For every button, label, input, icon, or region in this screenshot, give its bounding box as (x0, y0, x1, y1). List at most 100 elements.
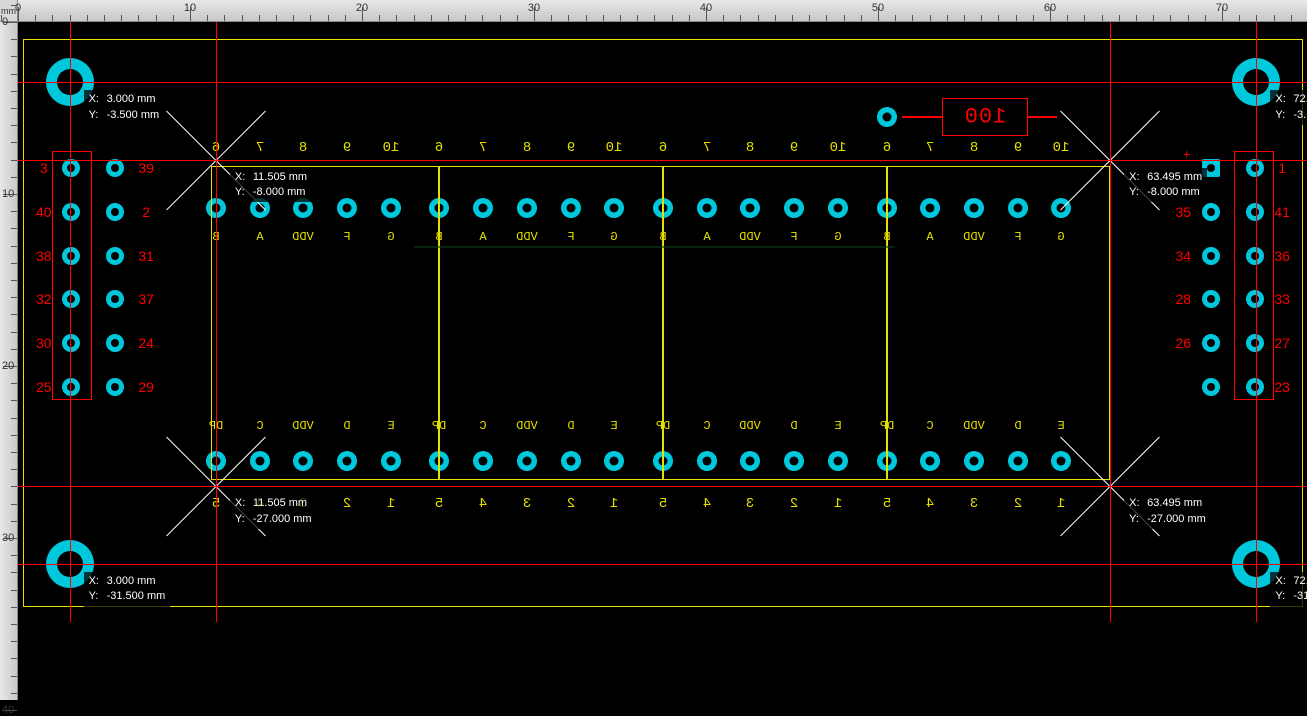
silk-label: 36 (1274, 248, 1290, 264)
silk-label: 40 (36, 204, 52, 220)
silk-outline (887, 166, 1111, 479)
silk-label: 31 (138, 248, 154, 264)
pad[interactable] (877, 107, 897, 127)
silk-label: 30 (36, 335, 52, 351)
silk-label: 3 (40, 160, 48, 176)
silk-outline (439, 166, 663, 479)
pad[interactable] (1202, 334, 1220, 352)
pad[interactable] (106, 290, 124, 308)
coord-readout: X:11.505 mmY:-8.000 mm (230, 168, 312, 203)
ruler-h-label: 70 (1216, 2, 1228, 14)
silk-label: 100 (963, 104, 1006, 129)
silk-label: 35 (1176, 204, 1192, 220)
ruler-h-label: 50 (872, 2, 884, 14)
ruler-v-label: 0 (2, 16, 8, 28)
silk-label: 2 (790, 496, 798, 512)
silk-label: 1 (834, 496, 842, 512)
silk-label: 2 (566, 496, 574, 512)
silk-label: 3 (523, 496, 531, 512)
silk-label: 24 (138, 335, 154, 351)
pad[interactable] (106, 247, 124, 265)
ruler-v-label: 40 (2, 704, 14, 716)
pad[interactable] (106, 378, 124, 396)
ruler-horizontal[interactable]: 0 10 20 30 40 50 60 70 (18, 0, 1307, 22)
pad[interactable] (1202, 290, 1220, 308)
silk-outline (52, 151, 92, 400)
silk-label: 9 (790, 140, 798, 156)
silk-label: 7 (479, 140, 487, 156)
silk-label: 10 (1053, 140, 1070, 156)
silk-label: 5 (435, 496, 443, 512)
coord-readout: X:63.495 mmY:-8.000 mm (1124, 168, 1207, 203)
silk-label: 10 (829, 140, 846, 156)
silk-label: 3 (970, 496, 978, 512)
silk-label: 1 (610, 496, 618, 512)
silk-label: 27 (1274, 335, 1290, 351)
silk-label: 9 (1014, 140, 1022, 156)
silk-label: 4 (703, 496, 711, 512)
silk-label: 7 (255, 140, 263, 156)
silk-outline (1234, 151, 1274, 400)
silk-label: 7 (703, 140, 711, 156)
ruler-v-label: 30 (2, 532, 14, 544)
ruler-vertical[interactable]: 010203040 (0, 22, 18, 700)
pad[interactable] (1202, 247, 1220, 265)
pad[interactable] (1202, 203, 1220, 221)
silk-label: 2 (343, 496, 351, 512)
silk-label: 4 (926, 496, 934, 512)
ruler-h-label: 10 (184, 2, 196, 14)
silk-label: 1 (1278, 160, 1286, 176)
silk-label: 6 (212, 140, 220, 156)
coord-readout: X:72.000 mmY:-31.500 mm (1270, 572, 1307, 607)
ruler-h-label: 60 (1044, 2, 1056, 14)
silk-label: 33 (1274, 291, 1290, 307)
silk-label: 1 (386, 496, 394, 512)
ruler-h-label: 20 (356, 2, 368, 14)
silk-label: 6 (659, 140, 667, 156)
silk-label: 37 (138, 291, 154, 307)
silk-label: 7 (926, 140, 934, 156)
pad[interactable] (106, 203, 124, 221)
coord-readout: X:63.495 mmY:-27.000 mm (1124, 494, 1211, 529)
ruler-v-label: 10 (2, 188, 14, 200)
silk-label: 39 (138, 160, 154, 176)
ruler-units: mm (1, 6, 16, 16)
coord-readout: X:11.505 mmY:-27.000 mm (230, 494, 317, 529)
ruler-h-label: 30 (528, 2, 540, 14)
silk-label: 5 (659, 496, 667, 512)
silk-outline (663, 166, 887, 479)
silk-label: 4 (479, 496, 487, 512)
silk-label: 9 (566, 140, 574, 156)
silk-label: 8 (299, 140, 307, 156)
silk-label: 32 (36, 291, 52, 307)
pad[interactable] (106, 159, 124, 177)
silk-label: 1 (1057, 496, 1065, 512)
silk-label: 6 (882, 140, 890, 156)
silk-label: 23 (1274, 379, 1290, 395)
silk-label: 6 (435, 140, 443, 156)
silk-label: 9 (343, 140, 351, 156)
ruler-h-label: 0 (15, 2, 21, 14)
pad[interactable] (1202, 378, 1220, 396)
silk-label: 38 (36, 248, 52, 264)
silk-label: 34 (1176, 248, 1192, 264)
silk-label: 5 (882, 496, 890, 512)
silk-label: 10 (382, 140, 399, 156)
silk-outline (211, 166, 440, 479)
silk-label: 8 (523, 140, 531, 156)
silk-label: 28 (1176, 291, 1192, 307)
pcb-canvas[interactable]: 6B7A8VDD9F10GDP5C4VDD3D2E16B7A8VDD9F10GD… (18, 22, 1307, 622)
silk-label: 8 (970, 140, 978, 156)
pad[interactable] (106, 334, 124, 352)
coord-readout: X:3.000 mmY:-31.500 mm (84, 572, 171, 607)
silk-label: 2 (142, 204, 150, 220)
silk-label: 8 (746, 140, 754, 156)
ruler-v-label: 20 (2, 360, 14, 372)
silk-label: 25 (36, 379, 52, 395)
silk-label: 2 (1014, 496, 1022, 512)
coord-readout: X:72.000 mmY:-3.500 mm (1270, 90, 1307, 125)
coord-readout: X:3.000 mmY:-3.500 mm (84, 90, 165, 125)
silk-label: 41 (1274, 204, 1290, 220)
ruler-h-label: 40 (700, 2, 712, 14)
silk-label: 10 (606, 140, 623, 156)
